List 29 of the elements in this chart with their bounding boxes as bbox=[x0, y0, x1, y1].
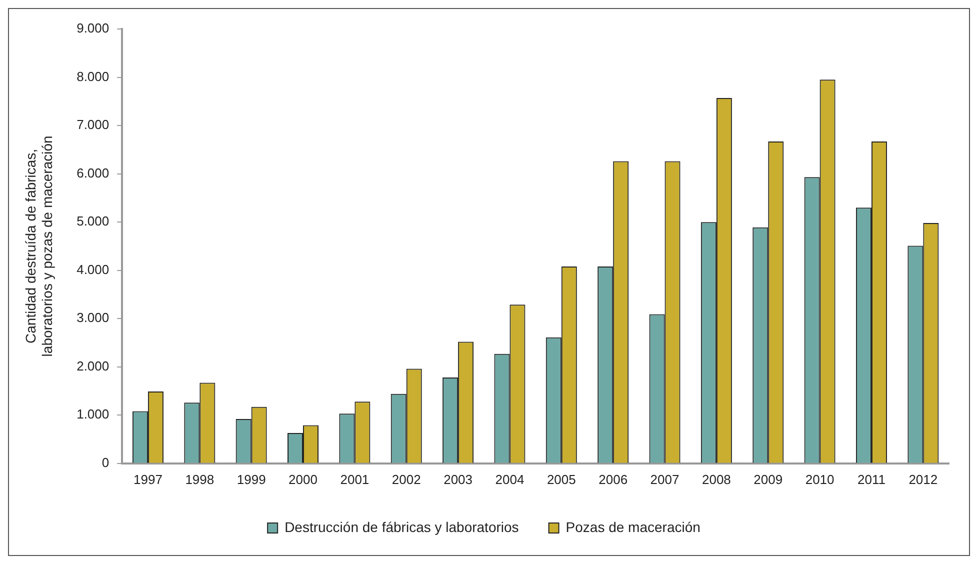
y-tick-label: 9.000 bbox=[76, 20, 110, 36]
x-tick-label: 2001 bbox=[340, 472, 370, 487]
x-tick-label: 2010 bbox=[805, 472, 834, 487]
x-tick-label: 1998 bbox=[185, 472, 214, 487]
x-tick-label: 1997 bbox=[134, 472, 162, 487]
legend-label: Destrucción de fábricas y laboratorios bbox=[284, 518, 519, 535]
y-tick-label: 0 bbox=[102, 454, 110, 470]
x-tick-label: 2007 bbox=[650, 472, 680, 487]
y-tick-label: 8.000 bbox=[76, 68, 110, 84]
x-tick-label: 2000 bbox=[288, 472, 318, 487]
y-tick-label: 6.000 bbox=[76, 165, 110, 180]
x-tick-label: 2004 bbox=[495, 472, 524, 487]
x-tick-label: 2011 bbox=[857, 472, 886, 487]
legend-label: Pozas de maceración bbox=[566, 518, 700, 535]
x-tick-label: 2012 bbox=[908, 472, 938, 487]
y-tick-label: 7.000 bbox=[76, 117, 110, 132]
x-tick-label: 2008 bbox=[702, 472, 731, 487]
y-tick-label: 1.000 bbox=[76, 406, 110, 422]
x-tick-label: 2009 bbox=[754, 472, 783, 487]
y-tick-label: 5.000 bbox=[76, 214, 110, 229]
y-tick-label: 3.000 bbox=[76, 310, 110, 326]
y-tick-label: 4.000 bbox=[76, 262, 110, 277]
y-tick-label: 2.000 bbox=[76, 358, 110, 374]
y-axis-title: Cantidad destruída de fabricas, laboratorios y pozas de maceración bbox=[22, 136, 56, 357]
x-tick-label: 2002 bbox=[392, 472, 421, 487]
x-tick-label: 2006 bbox=[598, 472, 628, 487]
x-tick-label: 1999 bbox=[236, 472, 266, 487]
x-tick-label: 2005 bbox=[546, 472, 576, 487]
x-tick-label: 2003 bbox=[444, 472, 473, 487]
